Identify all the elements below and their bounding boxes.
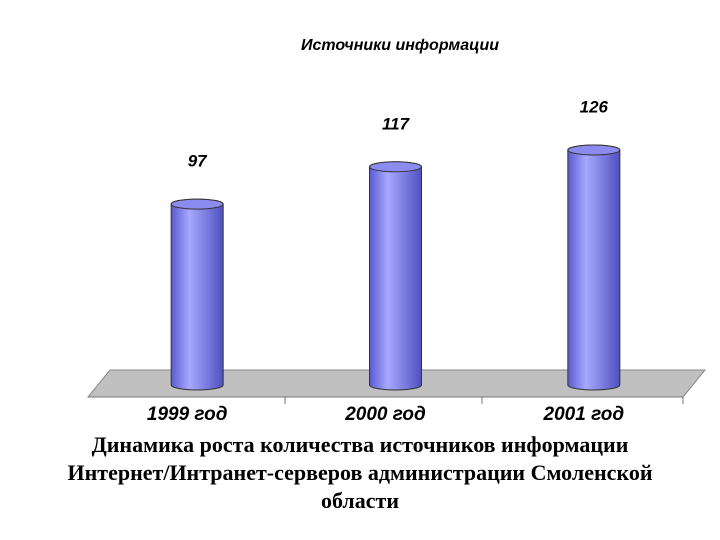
value-label: 126	[580, 97, 609, 116]
bar	[170, 198, 224, 391]
bar-top	[369, 161, 422, 173]
bar-top	[567, 144, 621, 156]
bar-top	[170, 198, 224, 210]
caption-line: Динамика роста количества источников инф…	[92, 432, 629, 457]
x-tick-label: 2000 год	[344, 404, 426, 425]
caption-line: области	[321, 488, 399, 513]
bar	[369, 161, 422, 391]
x-tick-label: 1999 год	[147, 404, 228, 425]
chart-title: Источники информации	[301, 37, 499, 54]
bar	[567, 144, 621, 391]
caption: Динамика роста количества источников инф…	[67, 432, 652, 513]
x-tick-label: 2001 год	[543, 404, 625, 425]
caption-line: Интернет/Интранет-серверов администрации…	[67, 460, 652, 485]
value-label: 117	[382, 114, 411, 133]
value-label: 97	[188, 152, 208, 171]
